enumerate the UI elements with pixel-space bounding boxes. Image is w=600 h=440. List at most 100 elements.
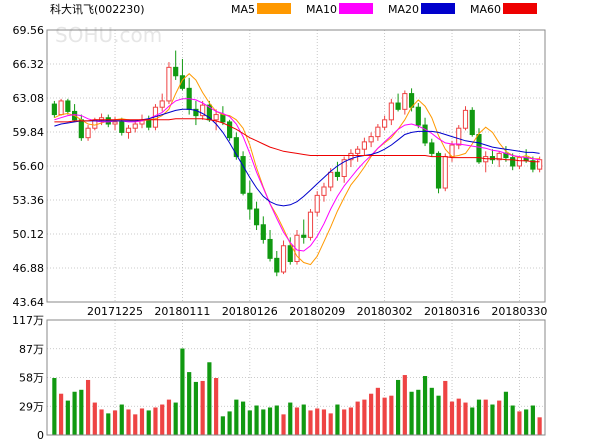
volume-bar <box>308 410 313 435</box>
volume-bar <box>52 377 57 435</box>
candle <box>200 100 206 120</box>
price-tick-label: 53.36 <box>13 194 45 207</box>
volume-bar <box>281 414 286 435</box>
price-tick-label: 50.12 <box>13 228 45 241</box>
candle-body <box>193 108 199 117</box>
volume-bar <box>227 411 232 435</box>
price-tick-label: 69.56 <box>13 24 45 37</box>
volume-bar <box>99 409 104 435</box>
candle-body <box>233 137 239 158</box>
volume-panel-frame <box>46 319 546 436</box>
legend-label-ma10: MA10 <box>306 3 337 16</box>
candle-body <box>456 127 462 146</box>
candle-body <box>422 124 428 144</box>
candle-body <box>382 119 388 128</box>
volume-bar <box>463 402 468 435</box>
candle-body <box>496 152 502 161</box>
candle-body <box>510 157 516 167</box>
candle-body <box>402 93 408 110</box>
candle-body <box>240 156 246 194</box>
price-tick-label: 46.88 <box>13 262 45 275</box>
candle-body <box>395 102 401 110</box>
candle <box>179 58 186 91</box>
candle <box>227 119 233 141</box>
volume-bar <box>133 414 138 435</box>
candle-body <box>530 160 536 170</box>
candle <box>483 151 489 173</box>
volume-bar <box>476 399 482 435</box>
volume-bar <box>274 405 279 435</box>
candle-body <box>159 100 165 108</box>
candle <box>213 109 219 131</box>
candle <box>395 93 401 112</box>
candle-body <box>341 159 347 177</box>
volume-bar <box>483 399 488 435</box>
volume-bar <box>294 407 300 435</box>
volume-bar <box>193 381 198 435</box>
candle <box>402 90 408 115</box>
candle <box>537 156 543 173</box>
candle-body <box>462 109 469 129</box>
candle-body <box>476 134 482 163</box>
candle-body <box>415 106 421 126</box>
candle-body <box>247 192 253 210</box>
volume-bar <box>79 389 84 435</box>
candle <box>334 161 341 181</box>
candle-body <box>435 152 442 189</box>
volume-bar <box>267 407 273 435</box>
price-tick-label: 59.84 <box>13 126 45 139</box>
volume-bar <box>301 404 306 435</box>
volume-bar <box>369 393 374 435</box>
candle-body <box>368 136 374 143</box>
candle <box>193 100 199 126</box>
date-tick-label: 20171225 <box>87 305 143 318</box>
volume-bars <box>52 348 542 435</box>
candle <box>294 230 300 265</box>
volume-tick-label: 58万 <box>19 372 44 385</box>
candle-body <box>429 142 435 154</box>
candle <box>489 149 496 164</box>
volume-bar <box>180 348 185 435</box>
candle <box>415 103 421 129</box>
volume-bar <box>375 387 380 435</box>
candle <box>348 149 354 168</box>
legend-swatch-ma5 <box>257 3 291 14</box>
volume-bar <box>396 379 401 435</box>
volume-bar <box>449 401 455 435</box>
watermark: SOHU.com <box>55 23 162 47</box>
candle <box>510 153 516 171</box>
candle-body <box>328 171 334 188</box>
candle <box>173 50 179 80</box>
candle-body <box>361 141 367 150</box>
volume-bar <box>362 399 367 435</box>
chart-legend: MA5 MA10 MA20 MA60 <box>231 3 537 16</box>
volume-bar <box>65 400 70 435</box>
date-tick-label: 20180302 <box>357 305 413 318</box>
candle <box>469 107 475 137</box>
candle-body <box>321 186 327 196</box>
legend-label-ma20: MA20 <box>388 3 419 16</box>
candle <box>307 209 314 241</box>
candle <box>368 132 374 148</box>
volume-bar <box>187 372 192 435</box>
volume-bar <box>355 401 360 435</box>
volume-bar <box>443 380 448 435</box>
volume-bar <box>240 401 246 435</box>
legend-label-ma5: MA5 <box>231 3 255 16</box>
candle-body <box>334 171 341 177</box>
volume-bar <box>436 395 441 435</box>
date-tick-label: 20180316 <box>424 305 480 318</box>
volume-bar <box>72 391 77 435</box>
date-tick-label: 20180330 <box>491 305 547 318</box>
volume-bar <box>470 407 475 435</box>
candle-body <box>166 66 172 102</box>
candle-body <box>58 100 64 116</box>
volume-bar <box>160 404 165 435</box>
candle <box>260 216 266 244</box>
candle-body <box>355 148 361 154</box>
candle-body <box>287 245 293 262</box>
volume-bar <box>382 397 387 435</box>
volume-bar <box>207 362 212 435</box>
candle <box>361 137 367 156</box>
legend-swatch-ma60 <box>503 3 537 14</box>
